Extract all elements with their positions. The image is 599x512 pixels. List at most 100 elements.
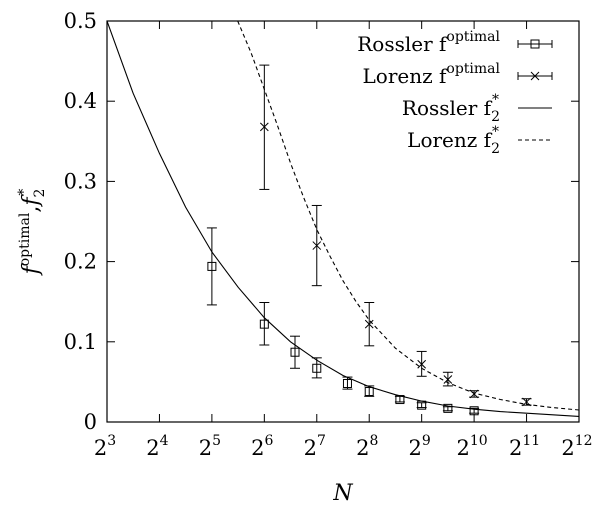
x-tick-label-base: 2 [146,436,159,460]
rossler-f-optimal-marker [312,363,322,373]
y-tick-label: 0 [84,410,97,434]
lorenz-f2-curve [237,21,579,411]
x-tick-label-exp: 12 [575,433,593,449]
x-tick-label-base: 2 [304,436,317,460]
rossler-f-optimal-marker [207,261,217,271]
rossler-f-optimal-point [206,227,217,306]
legend-label: Rossler f2* [402,92,500,125]
y-label-sub-2: 2 [32,189,48,198]
y-tick-label: 0.3 [64,169,97,193]
y-axis-label: foptimal,f2* [16,189,48,277]
legend-label-base: Lorenz f [363,64,448,88]
lorenz-f-optimal-point [416,350,427,377]
legend-label-sup: optimal [446,61,500,77]
legend-entry-rossler-f-optimal: Rossler foptimal [357,29,553,56]
rossler-f-optimal-marker [259,319,269,329]
lorenz-f-optimal-marker [417,359,427,369]
rossler-f-optimal-point [469,406,480,416]
legend-label: Lorenz f2* [407,124,500,157]
x-tick-label: 26 [251,433,273,460]
ticks-layer [106,20,580,423]
x-tick-label: 27 [304,433,326,460]
lorenz-f-optimal-point [469,389,480,399]
lorenz-f-optimal-marker [364,319,374,329]
legend-label-sub: 2 [491,141,500,157]
x-tick-label-exp: 9 [422,433,431,449]
lorenz-f-optimal-marker [443,375,453,384]
x-tick-label: 29 [409,433,431,460]
legend-marker-swatch [517,71,553,81]
y-tick-label: 0.4 [64,89,97,113]
x-tick-label: 25 [199,433,221,460]
y-label-sep: , [19,206,44,213]
legend-label-sup: optimal [446,29,500,45]
x-tick-label: 24 [146,433,168,460]
lorenz-f-optimal-point [521,397,532,407]
legend-label-sub: 2 [491,109,500,125]
x-tick-label-base: 2 [409,436,422,460]
legend-label-sup: * [492,92,499,108]
x-tick-label: 23 [94,433,116,460]
y-tick-label: 0.2 [64,250,97,274]
rossler-f-optimal-point [394,395,405,405]
y-tick-label: 0.1 [64,330,97,354]
x-tick-label-base: 2 [457,436,470,460]
x-tick-label: 212 [561,433,592,460]
rossler-f-optimal-point [290,335,301,369]
rossler-f-optimal-marker [395,395,405,405]
lorenz-f-optimal-marker [469,389,479,399]
legend-entry-rossler-f2: Rossler f2* [402,92,552,125]
x-tick-label: 210 [457,433,488,460]
x-tick-label-exp: 4 [160,433,169,449]
y-tick-label: 0.5 [64,9,97,33]
x-tick-label-base: 2 [94,436,107,460]
rossler-f-optimal-point [442,403,453,413]
rossler-f-optimal-point [342,376,353,390]
x-tick-label-exp: 7 [317,433,326,449]
legend-entry-lorenz-f-optimal: Lorenz foptimal [363,61,553,88]
x-tick-label-exp: 6 [265,433,274,449]
x-tick-label-exp: 5 [212,433,221,449]
rossler-f-optimal-marker [417,400,427,410]
y-label-sup-2: * [16,189,32,196]
errorbars-layer [206,64,532,416]
rossler-f-optimal-point [364,385,375,397]
plot-frame [106,20,580,423]
lorenz-f-optimal-marker [259,122,269,132]
x-tick-label-exp: 3 [107,433,116,449]
lorenz-f-optimal-marker [522,397,531,407]
legend-marker [530,71,540,81]
legend-label-base: Rossler f [357,32,448,56]
x-axis-label: N [332,481,353,506]
rossler-f-optimal-point [416,400,427,410]
x-tick-label-base: 2 [509,436,522,460]
x-tick-label-base: 2 [251,436,264,460]
x-tick-label-exp: 8 [369,433,378,449]
x-tick-label-exp: 10 [470,433,488,449]
lorenz-f-optimal-point [259,64,270,190]
rossler-f2-curve [107,21,579,417]
lorenz-f-optimal-point [364,302,375,347]
rossler-f-optimal-point [311,357,322,379]
legend-entry-lorenz-f2: Lorenz f2* [407,124,552,157]
rossler-f-optimal-marker [342,379,352,389]
rossler-f-optimal-point [259,302,270,346]
legend-marker-swatch [517,39,553,49]
lorenz-f-optimal-point [311,204,322,287]
curves-layer [107,21,579,417]
x-tick-label: 28 [356,433,378,460]
lorenz-f-optimal-point [442,371,453,387]
rossler-f-optimal-marker [364,387,374,397]
rossler-f-optimal-marker [443,403,453,413]
x-tick-label-base: 2 [356,436,369,460]
x-tick-label: 211 [509,433,540,460]
legend-label: Rossler foptimal [357,29,500,56]
legend-marker [530,39,540,49]
x-tick-label-base: 2 [199,436,212,460]
y-label-sup-1: optimal [17,212,33,266]
legend-label-base: Rossler f [402,96,493,120]
legend-label-base: Lorenz f [407,128,492,152]
